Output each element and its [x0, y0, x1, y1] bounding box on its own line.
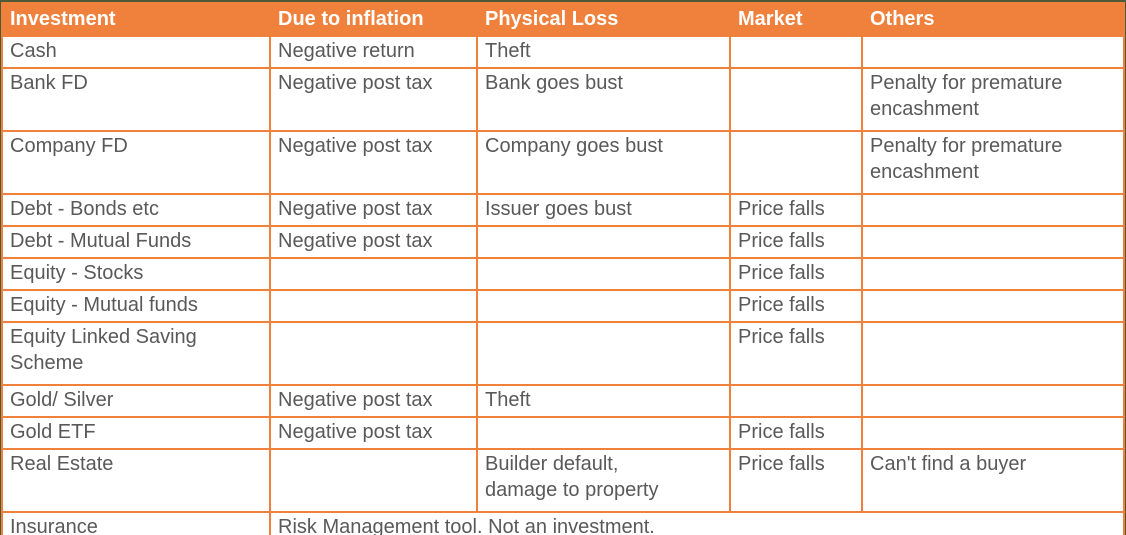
- cell-investment: Company FD: [1, 130, 271, 195]
- column-header-physical-loss: Physical Loss: [476, 2, 731, 37]
- cell-investment: Gold/ Silver: [1, 384, 271, 418]
- cell-market: [729, 384, 863, 418]
- cell-inflation: Negative post tax: [269, 130, 478, 195]
- table-row-gold-silver: Gold/ Silver Negative post tax Theft: [1, 384, 1125, 418]
- cell-inflation: Negative post tax: [269, 67, 478, 132]
- cell-others: Can't find a buyer: [861, 448, 1125, 513]
- cell-inflation: Negative post tax: [269, 225, 478, 259]
- cell-investment: Debt - Mutual Funds: [1, 225, 271, 259]
- cell-physical-loss: [476, 321, 731, 386]
- cell-inflation: Negative post tax: [269, 193, 478, 227]
- insurance-note-cell: Risk Management tool. Not an investment.: [269, 511, 1125, 535]
- cell-market: Price falls: [729, 448, 863, 513]
- cell-physical-loss: [476, 416, 731, 450]
- cell-physical-loss: [476, 225, 731, 259]
- column-header-market: Market: [729, 2, 863, 37]
- table-row-elss: Equity Linked Saving Scheme Price falls: [1, 321, 1125, 386]
- cell-investment: Gold ETF: [1, 416, 271, 450]
- cell-market: Price falls: [729, 289, 863, 323]
- header-row: Investment Due to inflation Physical Los…: [1, 2, 1125, 37]
- cell-physical-loss: Theft: [476, 384, 731, 418]
- cell-investment: Equity - Mutual funds: [1, 289, 271, 323]
- cell-market: [729, 35, 863, 69]
- cell-market: [729, 67, 863, 132]
- cell-investment: Insurance: [1, 511, 271, 535]
- table-row-bank-fd: Bank FD Negative post tax Bank goes bust…: [1, 67, 1125, 132]
- table-row-debt-mutual-funds: Debt - Mutual Funds Negative post tax Pr…: [1, 225, 1125, 259]
- table-row-gold-etf: Gold ETF Negative post tax Price falls: [1, 416, 1125, 450]
- table-row-equity-stocks: Equity - Stocks Price falls: [1, 257, 1125, 291]
- cell-physical-loss: [476, 289, 731, 323]
- cell-market: [729, 130, 863, 195]
- cell-others: [861, 257, 1125, 291]
- cell-inflation: [269, 321, 478, 386]
- cell-others: Penalty for premature encashment: [861, 67, 1125, 132]
- cell-physical-loss: [476, 257, 731, 291]
- table-row-real-estate: Real Estate Builder default, damage to p…: [1, 448, 1125, 513]
- cell-investment: Equity - Stocks: [1, 257, 271, 291]
- cell-market: Price falls: [729, 193, 863, 227]
- column-header-inflation: Due to inflation: [269, 2, 478, 37]
- table-row-insurance: Insurance Risk Management tool. Not an i…: [1, 511, 1125, 535]
- cell-others: [861, 321, 1125, 386]
- cell-market: Price falls: [729, 416, 863, 450]
- cell-inflation: [269, 289, 478, 323]
- table-row-company-fd: Company FD Negative post tax Company goe…: [1, 130, 1125, 195]
- cell-investment: Real Estate: [1, 448, 271, 513]
- cell-others: [861, 35, 1125, 69]
- table-row-cash: Cash Negative return Theft: [1, 35, 1125, 69]
- cell-others: [861, 289, 1125, 323]
- cell-market: Price falls: [729, 321, 863, 386]
- cell-investment: Bank FD: [1, 67, 271, 132]
- cell-others: [861, 193, 1125, 227]
- cell-inflation: [269, 257, 478, 291]
- cell-others: [861, 384, 1125, 418]
- cell-physical-loss: Theft: [476, 35, 731, 69]
- cell-investment: Cash: [1, 35, 271, 69]
- column-header-others: Others: [861, 2, 1125, 37]
- cell-investment: Debt - Bonds etc: [1, 193, 271, 227]
- cell-market: Price falls: [729, 257, 863, 291]
- table-row-equity-mutual-funds: Equity - Mutual funds Price falls: [1, 289, 1125, 323]
- cell-inflation: [269, 448, 478, 513]
- cell-others: Penalty for premature encashment: [861, 130, 1125, 195]
- cell-physical-loss: Company goes bust: [476, 130, 731, 195]
- cell-others: [861, 225, 1125, 259]
- cell-physical-loss: Bank goes bust: [476, 67, 731, 132]
- cell-others: [861, 416, 1125, 450]
- cell-inflation: Negative post tax: [269, 416, 478, 450]
- table-row-debt-bonds: Debt - Bonds etc Negative post tax Issue…: [1, 193, 1125, 227]
- cell-physical-loss: Builder default, damage to property: [476, 448, 731, 513]
- cell-inflation: Negative post tax: [269, 384, 478, 418]
- column-header-investment: Investment: [1, 2, 271, 37]
- cell-inflation: Negative return: [269, 35, 478, 69]
- cell-physical-loss: Issuer goes bust: [476, 193, 731, 227]
- cell-investment: Equity Linked Saving Scheme: [1, 321, 271, 386]
- cell-market: Price falls: [729, 225, 863, 259]
